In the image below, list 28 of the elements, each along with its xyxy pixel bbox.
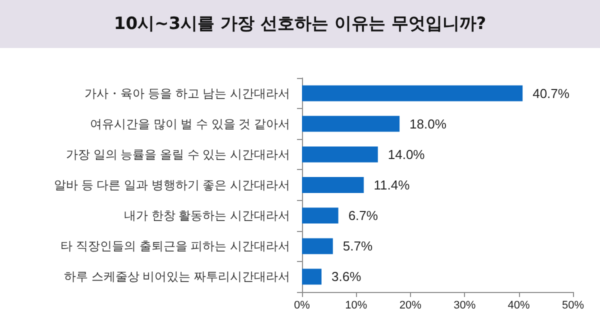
x-tick-label: 10% [345, 300, 368, 312]
y-tick-label: 가사・육아 등을 하고 남는 시간대라서 [84, 86, 290, 100]
y-tick-label: 내가 한창 활동하는 시간대라서 [124, 208, 290, 223]
bar [302, 268, 322, 285]
data-label: 6.7% [348, 208, 378, 224]
bar [302, 146, 378, 162]
y-tick-label: 여유시간을 많이 벌 수 있을 것 같아서 [90, 116, 290, 131]
data-label: 5.7% [342, 238, 373, 254]
bar [302, 208, 338, 224]
bar [302, 238, 333, 254]
data-label: 3.6% [332, 269, 362, 284]
x-tick-label: 30% [454, 300, 476, 312]
data-label: 18.0% [410, 116, 447, 132]
bar [302, 116, 400, 132]
data-label: 40.7% [532, 86, 570, 101]
bar [302, 177, 364, 193]
y-tick-label: 가장 일의 능률을 올릴 수 있는 시간대라서 [66, 147, 290, 162]
x-tick-label: 20% [399, 300, 422, 312]
bar [302, 85, 523, 102]
x-tick-label: 40% [508, 300, 530, 312]
y-tick-label: 타 직장인들의 출퇴근을 피하는 시간대라서 [60, 239, 290, 254]
x-tick-label: 0% [294, 300, 310, 312]
y-tick-label: 하루 스케줄상 비어있는 짜투리시간대라서 [64, 270, 290, 284]
data-label: 14.0% [388, 146, 426, 162]
y-tick-label: 알바 등 다른 일과 병행하기 좋은 시간대라서 [54, 178, 290, 192]
data-label: 11.4% [374, 178, 410, 192]
chart-title: 10시~3시를 가장 선호하는 이유는 무엇입니까? [0, 0, 600, 48]
x-tick-label: 50% [562, 300, 584, 312]
